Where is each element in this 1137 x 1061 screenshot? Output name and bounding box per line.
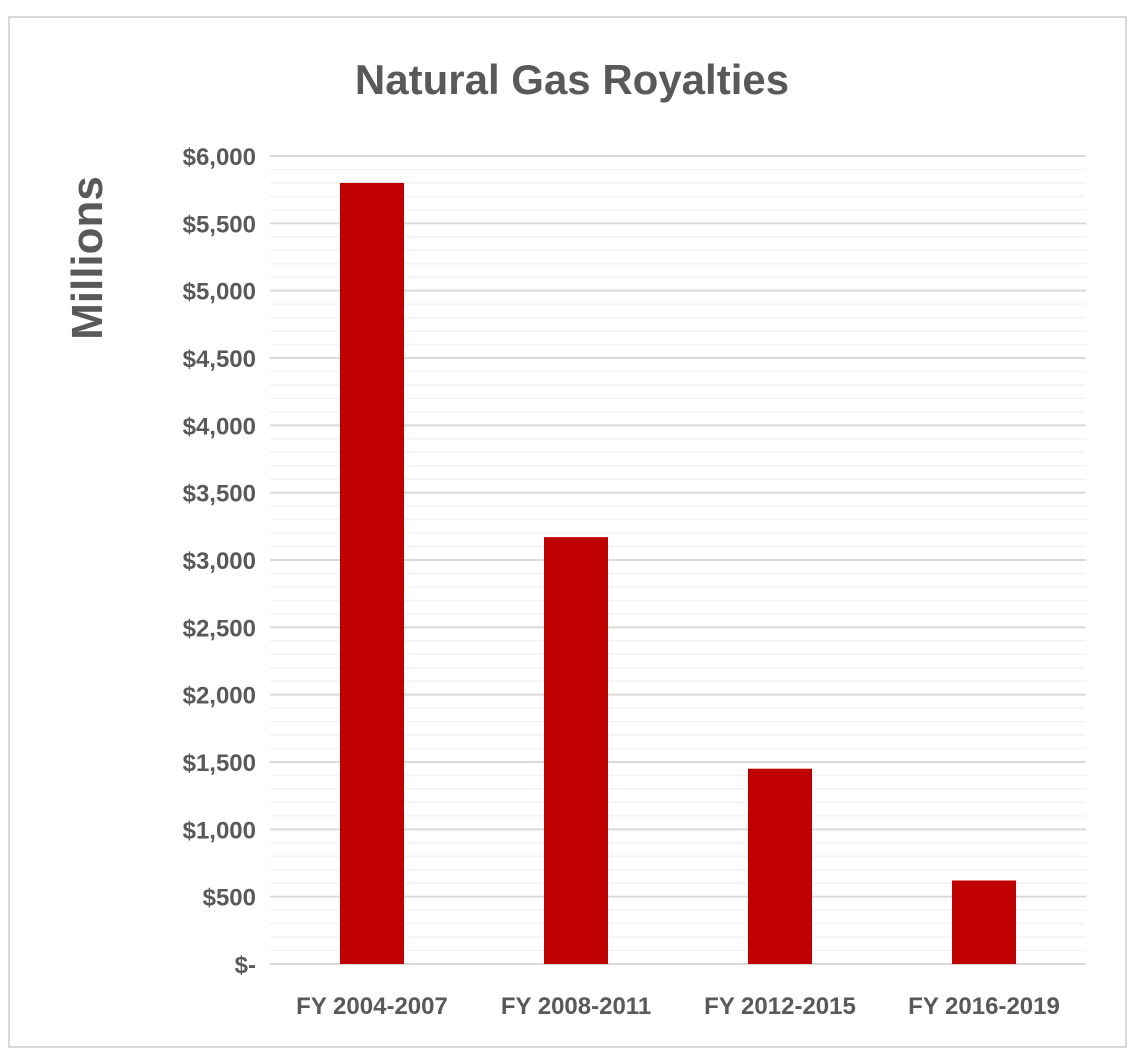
y-tick-label: $6,000 (183, 144, 256, 171)
x-tick-label: FY 2004-2007 (296, 993, 448, 1020)
y-tick-label: $2,000 (183, 683, 256, 710)
bar (340, 182, 404, 964)
y-tick-label: $4,000 (183, 413, 256, 440)
bar-series (340, 182, 1016, 964)
minor-gridlines (270, 168, 1086, 952)
y-tick-label: $2,500 (183, 615, 256, 642)
bar (952, 880, 1016, 964)
y-tick-label: $5,000 (183, 279, 256, 306)
y-tick-label: $4,500 (183, 346, 256, 373)
x-tick-label: FY 2016-2019 (908, 993, 1060, 1020)
major-gridlines (270, 155, 1086, 965)
bar (748, 768, 812, 964)
y-tick-label: $3,000 (183, 548, 256, 575)
y-axis-tick-labels: $- $500 $1,000 $1,500 $2,000 $2,500 $3,000 $3,5… (183, 144, 256, 979)
y-tick-label: $1,500 (183, 750, 256, 777)
y-axis-label: Millions (63, 176, 112, 340)
y-tick-label: $500 (203, 885, 256, 912)
x-tick-label: FY 2008-2011 (501, 993, 651, 1020)
chart-title: Natural Gas Royalties (355, 56, 789, 103)
y-tick-label: $3,500 (183, 481, 256, 508)
y-tick-label: $1,000 (183, 817, 256, 844)
x-axis-category-labels: FY 2004-2007 FY 2008-2011 FY 2012-2015 FY 2… (296, 993, 1060, 1020)
bar (544, 537, 608, 964)
y-tick-label: $- (235, 952, 256, 979)
x-tick-label: FY 2012-2015 (704, 993, 856, 1020)
y-tick-label: $5,500 (183, 211, 256, 238)
